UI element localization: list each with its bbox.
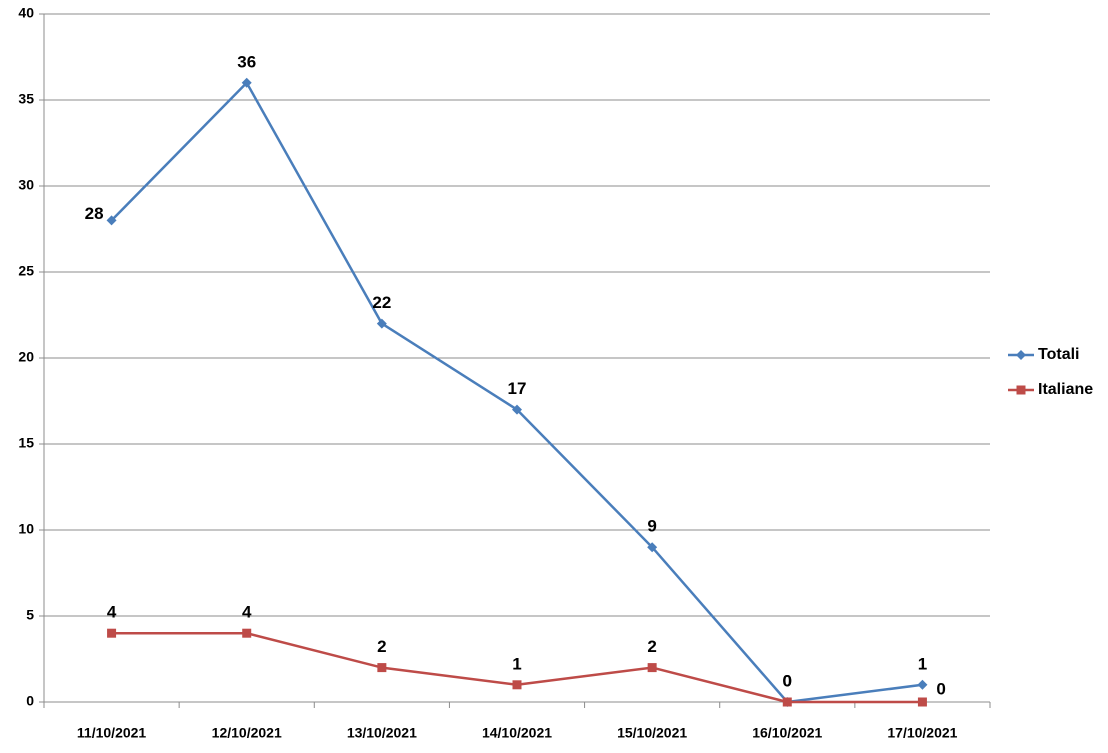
x-tick-label: 16/10/2021	[752, 725, 822, 741]
x-tick-label: 14/10/2021	[482, 725, 552, 741]
point-marker	[512, 404, 522, 415]
y-tick-label: 30	[18, 177, 34, 193]
point-marker	[917, 679, 928, 690]
point-marker	[376, 318, 387, 329]
y-tick-label: 25	[18, 263, 34, 279]
point-marker	[647, 542, 658, 553]
data-label: 0	[783, 671, 792, 690]
y-tick-label: 5	[26, 607, 34, 623]
y-tick-label: 20	[18, 349, 34, 365]
x-tick-label: 13/10/2021	[347, 725, 417, 741]
y-tick-label: 35	[18, 91, 34, 107]
x-tick-label: 15/10/2021	[617, 725, 687, 741]
data-label: 0	[783, 671, 792, 690]
data-label: 0	[936, 679, 945, 698]
data-label: 4	[242, 603, 252, 622]
legend-marker	[1016, 385, 1026, 395]
data-label: 4	[107, 603, 117, 622]
data-label: 17	[508, 379, 527, 398]
data-label: 2	[647, 637, 656, 656]
point-marker	[647, 663, 657, 673]
point-marker	[106, 215, 117, 226]
data-label: 1	[918, 654, 927, 673]
data-label: 2	[377, 637, 386, 656]
point-marker	[107, 628, 117, 638]
x-tick-label: 17/10/2021	[887, 725, 957, 741]
y-tick-label: 15	[18, 435, 34, 451]
data-label: 22	[372, 293, 391, 312]
point-marker	[512, 680, 522, 690]
point-marker	[917, 697, 927, 707]
data-label: 9	[647, 517, 656, 536]
legend-label: Totali	[1038, 346, 1079, 363]
x-tick-label: 12/10/2021	[212, 725, 282, 741]
point-marker	[241, 77, 252, 88]
point-marker	[242, 628, 252, 638]
point-marker	[377, 663, 387, 673]
y-tick-label: 0	[26, 693, 34, 709]
y-tick-label: 40	[18, 5, 34, 21]
x-tick-label: 11/10/2021	[77, 725, 147, 741]
legend-label: Italiane	[1038, 381, 1093, 398]
data-label: 28	[85, 204, 104, 223]
legend-marker	[1016, 350, 1026, 360]
data-label: 36	[237, 52, 256, 71]
y-tick-label: 10	[18, 521, 34, 537]
point-marker	[782, 697, 792, 707]
data-label: 1	[512, 654, 521, 673]
